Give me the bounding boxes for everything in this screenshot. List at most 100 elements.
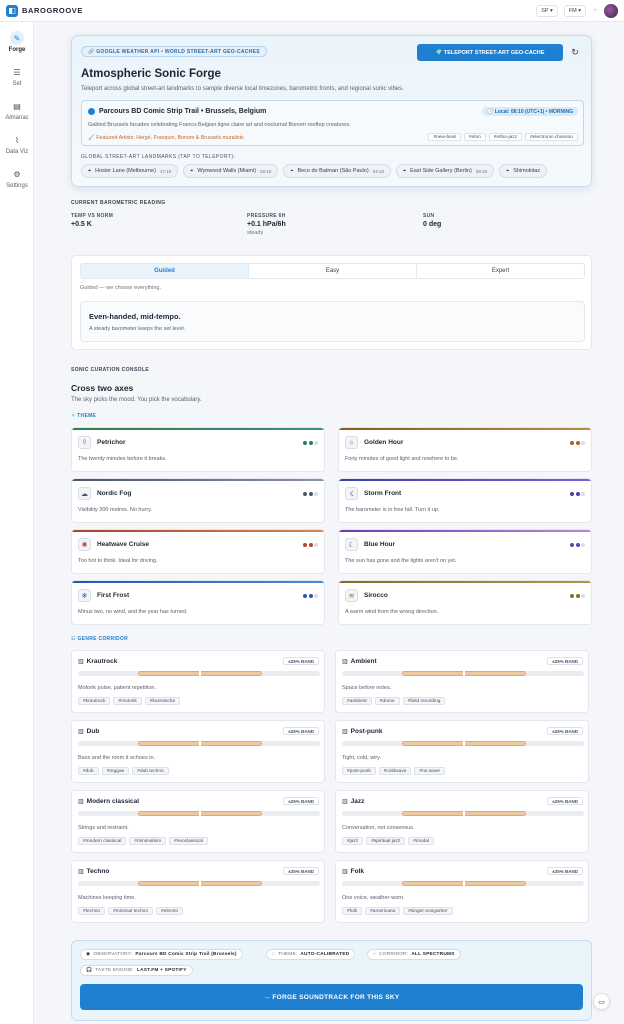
landmark-name: Shimokitaz (513, 168, 541, 174)
theme-description: The twenty minutes before it breaks. (78, 456, 167, 462)
location-card: Parcours BD Comic Strip Trail • Brussels… (81, 100, 584, 146)
indicator-dot (575, 594, 580, 598)
genre-tags: #dub #reggae #dub techno (78, 767, 169, 775)
top-controls: SP ▾ FM ▾ • (536, 3, 618, 18)
location-title: Parcours BD Comic Strip Trail • Brussels… (99, 108, 267, 115)
summary-chip-theme: ◌ THEME: AUTO-CALIBRATED (266, 949, 356, 960)
band-slider[interactable] (342, 880, 584, 887)
theme-card-golden-hour[interactable]: ☼ Golden Hour Forty minutes of good light … (338, 427, 592, 472)
theme-name: Blue Hour (364, 541, 396, 548)
landmark-name: Beco do Batman (São Paulo) (297, 168, 369, 174)
landmark-chip[interactable]: ⌖ Shimokitaz (499, 164, 548, 178)
bar-chart-icon: ▥ (78, 869, 84, 875)
genre-name: Post-punk (350, 728, 383, 735)
band-center-marker (199, 810, 201, 817)
genre-tag: #spiritual jazz (366, 837, 406, 845)
genre-description: Conversation, not consensus. (342, 825, 415, 831)
theme-name: First Frost (97, 592, 130, 599)
landmark-pin-icon: ⌖ (190, 167, 194, 174)
tab-easy[interactable]: Easy (249, 264, 417, 278)
chat-icon[interactable]: ▭ (593, 993, 610, 1010)
indicator-dot (575, 543, 580, 547)
genre-card-folk[interactable]: ▥ Folk ±25% BAND One voice, weather-worn. #f… (335, 860, 589, 923)
landmark-time: 17:10 (159, 168, 172, 174)
theme-indicator-dots (570, 441, 585, 445)
indicator-dot (570, 543, 574, 547)
genre-card-jazz[interactable]: ▥ Jazz ±25% BAND Conversation, not consensu… (335, 790, 589, 853)
genre-card-ambient[interactable]: ▥ Ambient ±25% BAND Space before notes. #amb… (335, 650, 589, 713)
sidebar-item-almanac[interactable]: ▤ Almanac (0, 99, 34, 122)
theme-card-sirocco[interactable]: ≋ Sirocco A warm wind from the wrong direc… (338, 580, 592, 625)
sidebar-item-set[interactable]: ☰ Set (0, 65, 34, 88)
teleport-button[interactable]: 🌍 TELEPORT STREET-ART GEO-CACHE (417, 44, 563, 61)
sidebar-item-settings[interactable]: ⚙ Settings (0, 167, 34, 190)
user-avatar[interactable] (604, 3, 618, 18)
tab-guided[interactable]: Guided (81, 264, 249, 278)
refresh-icon[interactable]: ↻ (571, 46, 579, 57)
indicator-dot (308, 441, 313, 445)
landmark-chip[interactable]: ⌖ Beco do Batman (São Paulo) 04:10 (283, 164, 391, 178)
genre-tag: #minimal techno (108, 907, 154, 915)
tempo-title: Even-handed, mid-tempo. (89, 312, 181, 321)
unit-select-fm[interactable]: FM ▾ (563, 4, 586, 17)
band-slider[interactable] (78, 740, 320, 747)
genre-tags: #modern classical #minimalism #neoclassica… (78, 837, 208, 845)
indicator-dot (303, 492, 307, 496)
indicator-dot (570, 492, 574, 496)
theme-stripe (339, 530, 591, 532)
genre-tag: #kosmische (144, 697, 181, 705)
band-slider[interactable] (78, 810, 320, 817)
genre-tag: #neoclassical (169, 837, 208, 845)
genre-tag: #electro (156, 907, 184, 915)
band-slider[interactable] (342, 670, 584, 677)
console-title: Cross two axes (71, 383, 134, 393)
book-icon: ▤ (13, 101, 21, 111)
theme-card-petrichor[interactable]: ◊ Petrichor The twenty minutes before it b… (71, 427, 325, 472)
landmarks-label: GLOBAL STREET-ART LANDMARKS (TAP TO TELE… (81, 154, 236, 160)
reading-value: +0.1 hPa/6h (247, 221, 286, 228)
band-center-marker (463, 740, 465, 747)
band-center-marker (199, 740, 201, 747)
band-center-marker (463, 670, 465, 677)
theme-card-blue-hour[interactable]: ☾ Blue Hour The sun has gone and the light… (338, 529, 592, 574)
sidebar-item-data-viz[interactable]: ⌇ Data Viz (0, 133, 34, 156)
genre-title-row: ▥ Folk (342, 868, 364, 875)
band-slider[interactable] (342, 740, 584, 747)
indicator-dot (308, 543, 313, 547)
theme-card-nordic-fog[interactable]: ☁ Nordic Fog Visibility 300 metres. No hur… (71, 478, 325, 523)
landmark-chip[interactable]: ⌖ Wynwood Walls (Miami) 02:10 (183, 164, 279, 178)
genre-description: Strings and restraint. (78, 825, 129, 831)
landmark-chip[interactable]: ⌖ East Side Gallery (Berlin) 08:10 (395, 164, 495, 178)
genre-description: One voice, weather-worn. (342, 895, 405, 901)
indicator-dot (570, 594, 574, 598)
genre-card-modern-classical[interactable]: ▥ Modern classical ±25% BAND Strings and re… (71, 790, 325, 853)
theme-card-storm-front[interactable]: ☇ Storm Front The barometer is in free fal… (338, 478, 592, 523)
genre-tags: #jazz #spiritual jazz #modal (342, 837, 434, 845)
bar-chart-icon: ▥ (78, 799, 84, 805)
genre-tags: #techno #minimal techno #electro (78, 907, 184, 915)
tab-expert[interactable]: Expert (491, 268, 510, 274)
band-badge: ±25% BAND (283, 797, 319, 805)
genre-card-techno[interactable]: ▥ Techno ±25% BAND Machines keeping time. #t… (71, 860, 325, 923)
unit-select-sp[interactable]: SP ▾ (536, 4, 558, 17)
sidebar-item-forge[interactable]: ✎ Forge (0, 31, 34, 53)
genre-card-krautrock[interactable]: ▥ Krautrock ±25% BAND Motorik pulse, patien… (71, 650, 325, 713)
theme-card-first-frost[interactable]: ❄ First Frost Minus two, no wind, and the … (71, 580, 325, 625)
indicator-dot (314, 492, 318, 496)
reading-key: TEMP VS NORM (71, 213, 114, 219)
landmark-chip[interactable]: ⌖ Hosier Lane (Melbourne) 17:10 (81, 164, 179, 178)
genre-tag: #drone (374, 697, 400, 705)
forge-soundtrack-button[interactable]: → FORGE SOUNDTRACK FOR THIS SKY (80, 984, 583, 1010)
chip-value: Parcours BD Comic Strip Trail (Brussels) (135, 952, 237, 957)
genre-tag: #minimalism (129, 837, 167, 845)
band-slider[interactable] (78, 670, 320, 677)
genre-description: Space before notes. (342, 685, 392, 691)
sliders-icon: ☰ (13, 67, 21, 77)
genre-tags: #ambient #drone #field recording (342, 697, 446, 705)
band-slider[interactable] (342, 810, 584, 817)
theme-card-heatwave-cruise[interactable]: ✺ Heatwave Cruise Too hot to think. Ideal … (71, 529, 325, 574)
genre-card-dub[interactable]: ▥ Dub ±25% BAND Bass and the room it echoes… (71, 720, 325, 783)
indicator-dot (303, 441, 307, 445)
band-slider[interactable] (78, 880, 320, 887)
genre-card-post-punk[interactable]: ▥ Post-punk ±25% BAND Tight, cold, wiry. #po… (335, 720, 589, 783)
